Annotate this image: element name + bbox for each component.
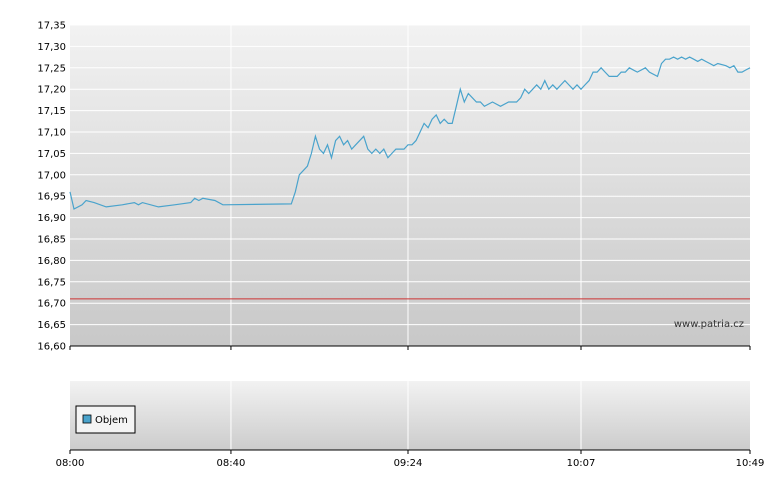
watermark-text: www.patria.cz xyxy=(674,319,744,330)
legend: Objem xyxy=(75,405,136,434)
y-tick-label: 16,70 xyxy=(37,299,66,310)
price-gridlines xyxy=(70,24,750,346)
legend-label-objem: Objem xyxy=(95,415,128,426)
legend-swatch-objem xyxy=(82,414,92,424)
x-tick-label: 10:49 xyxy=(736,458,765,469)
y-tick-label: 16,95 xyxy=(37,192,66,203)
y-tick-label: 17,15 xyxy=(37,106,66,117)
volume-plot-background xyxy=(70,381,750,450)
y-tick-label: 17,25 xyxy=(37,63,66,74)
x-tick-label: 08:40 xyxy=(217,458,246,469)
y-tick-label: 17,05 xyxy=(37,149,66,160)
y-tick-label: 17,35 xyxy=(37,21,66,32)
price-series-line xyxy=(69,56,751,210)
price-y-tick-labels: 17,35 17,30 17,25 17,20 17,15 17,10 17,05 17,00… xyxy=(37,21,66,353)
y-tick-label: 16,60 xyxy=(37,342,66,353)
x-tick-label: 09:24 xyxy=(394,458,423,469)
price-x-tick-marks xyxy=(69,346,751,350)
y-tick-label: 16,90 xyxy=(37,213,66,224)
y-tick-label: 17,30 xyxy=(37,42,66,53)
x-tick-label: 08:00 xyxy=(56,458,85,469)
y-tick-label: 16,85 xyxy=(37,235,66,246)
x-tick-labels: 08:00 08:40 09:24 10:07 10:49 xyxy=(56,458,765,469)
y-tick-label: 16,75 xyxy=(37,277,66,288)
price-plot: 17,35 17,30 17,25 17,20 17,15 17,10 17,05 17,00… xyxy=(37,21,751,353)
y-tick-label: 16,80 xyxy=(37,256,66,267)
price-plot-background xyxy=(70,25,750,346)
x-tick-label: 10:07 xyxy=(567,458,596,469)
volume-x-tick-marks xyxy=(69,450,751,454)
y-tick-label: 17,10 xyxy=(37,128,66,139)
volume-gridlines xyxy=(230,381,582,450)
y-tick-label: 17,00 xyxy=(37,170,66,181)
y-tick-label: 16,65 xyxy=(37,320,66,331)
volume-plot: 08:00 08:40 09:24 10:07 10:49 Objem xyxy=(56,381,765,469)
y-tick-label: 17,20 xyxy=(37,85,66,96)
